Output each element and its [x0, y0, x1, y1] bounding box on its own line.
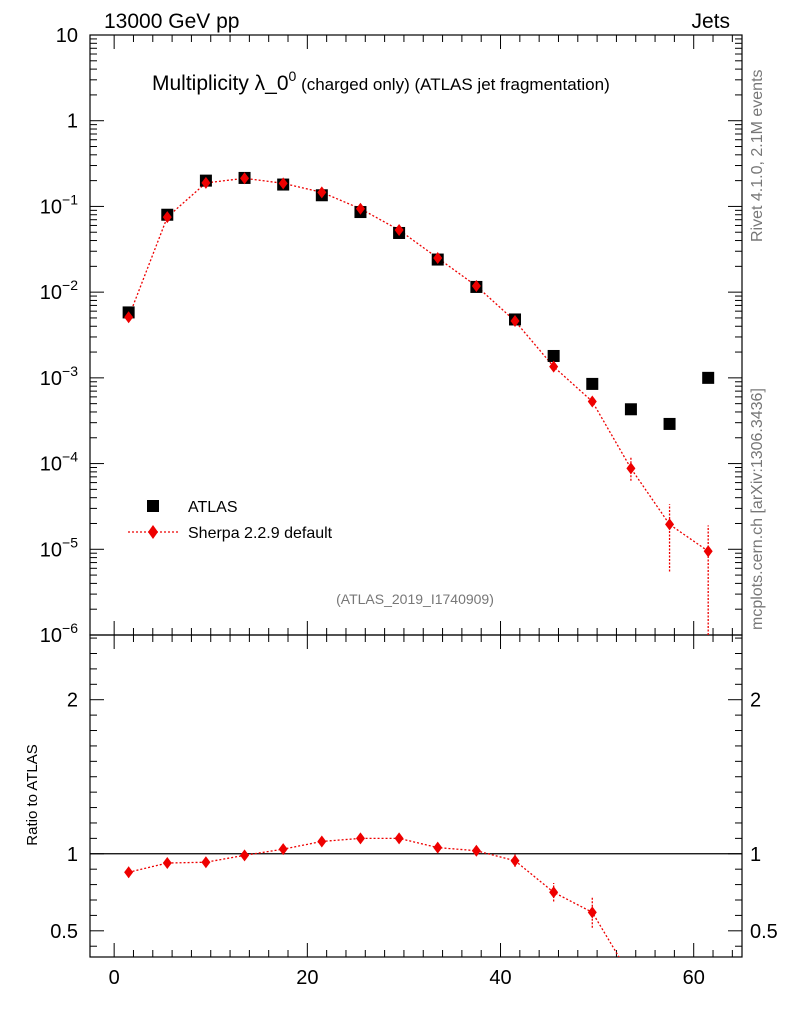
sherpa-point [278, 177, 288, 190]
main-ytick-label: 10−5 [40, 534, 78, 561]
sherpa-point [665, 518, 675, 531]
ratio-ytick-label-right: 2 [750, 690, 761, 712]
ratio-point [587, 906, 597, 919]
ratio-series [124, 832, 635, 983]
ratio-ylabel: Ratio to ATLAS [24, 744, 41, 845]
legend-label-atlas: ATLAS [188, 499, 238, 516]
main-ytick-label: 10−1 [40, 191, 78, 218]
main-ytick-label: 10−2 [40, 277, 78, 304]
ratio-point [355, 832, 365, 845]
sherpa-point [201, 176, 211, 189]
header-left: 13000 GeV pp [104, 10, 239, 33]
main-panel-frame [89, 34, 743, 636]
sherpa-point [394, 224, 404, 237]
chart-title: Multiplicity λ_00 (charged only) (ATLAS … [152, 68, 610, 95]
ratio-point [510, 854, 520, 867]
ratio-point [394, 832, 404, 845]
sherpa-line [128, 177, 709, 552]
analysis-watermark: (ATLAS_2019_I1740909) [336, 591, 494, 607]
title-main: Multiplicity λ_0 [152, 72, 289, 95]
sherpa-point [240, 172, 250, 185]
atlas-point [547, 349, 560, 362]
sherpa-point [587, 395, 597, 408]
ratio-point [471, 844, 481, 857]
main-ytick-label: 10−3 [40, 363, 78, 390]
main-ytick-label: 10−4 [40, 449, 78, 476]
legend-marker-sherpa [148, 525, 158, 539]
ratio-point [549, 886, 559, 899]
ratio-point [124, 866, 134, 879]
title-sub: (charged only) [296, 75, 409, 94]
legend-label-sherpa: Sherpa 2.2.9 default [188, 525, 333, 542]
main-ytick-label: 10 [56, 25, 78, 47]
legend: ATLAS Sherpa 2.2.9 default [128, 499, 333, 542]
ratio-xtick-label: 20 [296, 967, 318, 989]
atlas-point [702, 371, 715, 384]
ratio-point [201, 856, 211, 869]
ratio-clip-group [124, 832, 635, 983]
ratio-ytick-label-left: 1 [67, 844, 78, 866]
main-ytick-label: 10−6 [40, 620, 78, 647]
ratio-point [433, 841, 443, 854]
ratio-ytick-label-left: 2 [67, 690, 78, 712]
ratio-ytick-label-right: 0.5 [750, 921, 778, 943]
sherpa-point [317, 186, 327, 199]
sherpa-point [124, 311, 134, 324]
ratio-xtick-label: 60 [683, 967, 705, 989]
atlas-point [586, 377, 599, 390]
sherpa-point [703, 545, 713, 558]
sherpa-point [355, 202, 365, 215]
ratio-ytick-label-right: 1 [750, 844, 761, 866]
sherpa-point [626, 462, 636, 475]
header-right: Jets [691, 10, 730, 33]
legend-marker-atlas [147, 500, 159, 512]
ratio-point [278, 843, 288, 856]
ratio-point [240, 849, 250, 862]
ratio-line [128, 837, 620, 957]
ratio-point [317, 835, 327, 848]
ratio-xtick-label: 0 [109, 967, 120, 989]
atlas-point [663, 417, 676, 430]
ratio-axis-ticks: 0.5 0.51 12 20 20 40 60 [50, 635, 778, 989]
ratio-panel-frame [89, 634, 743, 958]
side-label-mcplots: mcplots.cern.ch [arXiv:1306.3436] [749, 388, 766, 630]
sherpa-point [510, 315, 520, 328]
title-tail: (ATLAS jet fragmentation) [410, 75, 610, 94]
sherpa-point [162, 211, 172, 224]
sherpa-point [549, 360, 559, 373]
main-series [122, 171, 715, 635]
title-sup: 0 [289, 68, 297, 84]
main-ytick-label: 1 [67, 111, 78, 133]
main-axis-ticks: 10−6 10−5 10−4 10−3 10−2 10−1 1 10 [40, 25, 742, 647]
ratio-point [626, 971, 635, 983]
ratio-xtick-label: 40 [489, 967, 511, 989]
atlas-point [624, 403, 637, 416]
side-label-rivet: Rivet 4.1.0, 2.1M events [749, 69, 766, 242]
ratio-point [162, 857, 172, 870]
sherpa-point [433, 252, 443, 265]
ratio-ytick-label-left: 0.5 [50, 921, 78, 943]
sherpa-point [471, 279, 481, 292]
